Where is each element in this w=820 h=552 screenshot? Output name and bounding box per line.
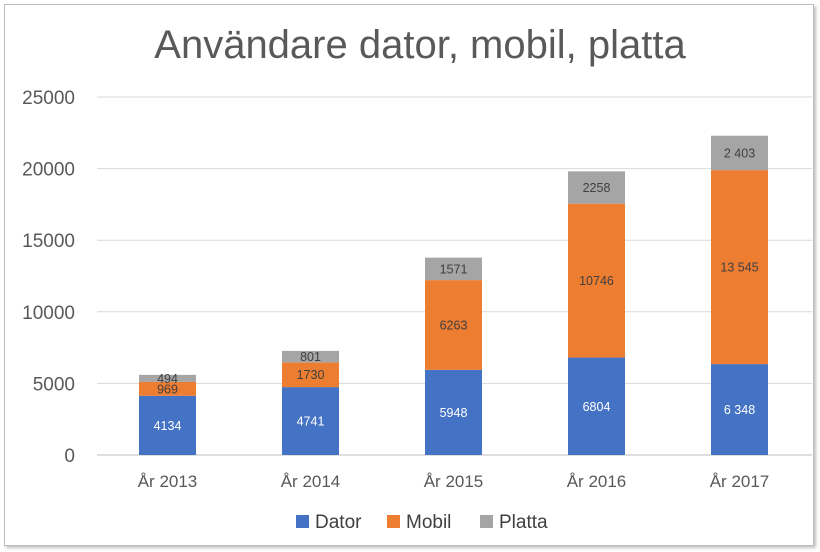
bar-dator-2 <box>282 387 339 455</box>
legend-swatch-platta <box>480 515 493 528</box>
bar-platta-4 <box>568 171 625 204</box>
bar-mobil-5 <box>711 170 768 365</box>
data-label-mobil-3: 6263 <box>440 318 468 332</box>
bar-dator-5 <box>711 364 768 455</box>
x-tick-label: År 2015 <box>424 472 484 491</box>
legend-label-mobil: Mobil <box>406 512 451 533</box>
data-label-dator-2: 4741 <box>297 415 325 429</box>
bar-mobil-2 <box>282 362 339 388</box>
data-label-dator-3: 5948 <box>440 406 468 420</box>
data-label-platta-4: 2258 <box>583 181 611 195</box>
legend-label-platta: Platta <box>499 512 548 533</box>
chart-title: Användare dator, mobil, platta <box>154 23 686 67</box>
chart-frame <box>4 4 814 546</box>
data-label-mobil-2: 1730 <box>297 368 325 382</box>
y-tick-label: 10000 <box>22 303 75 324</box>
y-tick-label: 0 <box>64 446 75 467</box>
y-axis-ticks: 0 5000 10000 15000 20000 25000 <box>22 88 75 467</box>
data-label-mobil-4: 10746 <box>579 274 614 288</box>
x-tick-label: År 2016 <box>567 472 627 491</box>
bar-platta-5 <box>711 135 768 171</box>
bar-dator-1 <box>139 395 196 455</box>
y-tick-label: 15000 <box>22 231 75 252</box>
x-tick-label: År 2013 <box>138 472 198 491</box>
data-label-mobil-5: 13 545 <box>720 261 758 275</box>
legend: Dator Mobil Platta <box>296 512 548 533</box>
bar-platta-2 <box>282 350 339 363</box>
bar-mobil-4 <box>568 203 625 358</box>
gridlines <box>97 96 812 456</box>
x-axis-ticks: År 2013 År 2014 År 2015 År 2016 År 2017 <box>138 472 770 491</box>
data-label-mobil-1: 969 <box>157 382 178 396</box>
data-label-dator-4: 6804 <box>583 400 611 414</box>
legend-label-dator: Dator <box>315 512 362 533</box>
data-label-dator-5: 6 348 <box>724 403 755 417</box>
bar-dator-3 <box>425 369 482 455</box>
data-label-platta-5: 2 403 <box>724 146 755 160</box>
x-tick-label: År 2014 <box>281 472 341 491</box>
bar-platta-1 <box>139 374 196 382</box>
legend-swatch-dator <box>296 515 309 528</box>
legend-swatch-mobil <box>387 515 400 528</box>
bar-mobil-1 <box>139 381 196 396</box>
y-tick-label: 25000 <box>22 88 75 109</box>
y-tick-label: 20000 <box>22 160 75 181</box>
data-label-platta-1: 494 <box>157 372 178 386</box>
data-label-platta-3: 1571 <box>440 262 468 276</box>
bars <box>139 135 768 455</box>
y-tick-label: 5000 <box>33 374 75 395</box>
data-label-dator-1: 4134 <box>154 419 182 433</box>
data-label-platta-2: 801 <box>300 350 321 364</box>
bar-dator-4 <box>568 357 625 455</box>
bar-platta-3 <box>425 257 482 281</box>
bar-mobil-3 <box>425 280 482 370</box>
x-tick-label: År 2017 <box>710 472 770 491</box>
